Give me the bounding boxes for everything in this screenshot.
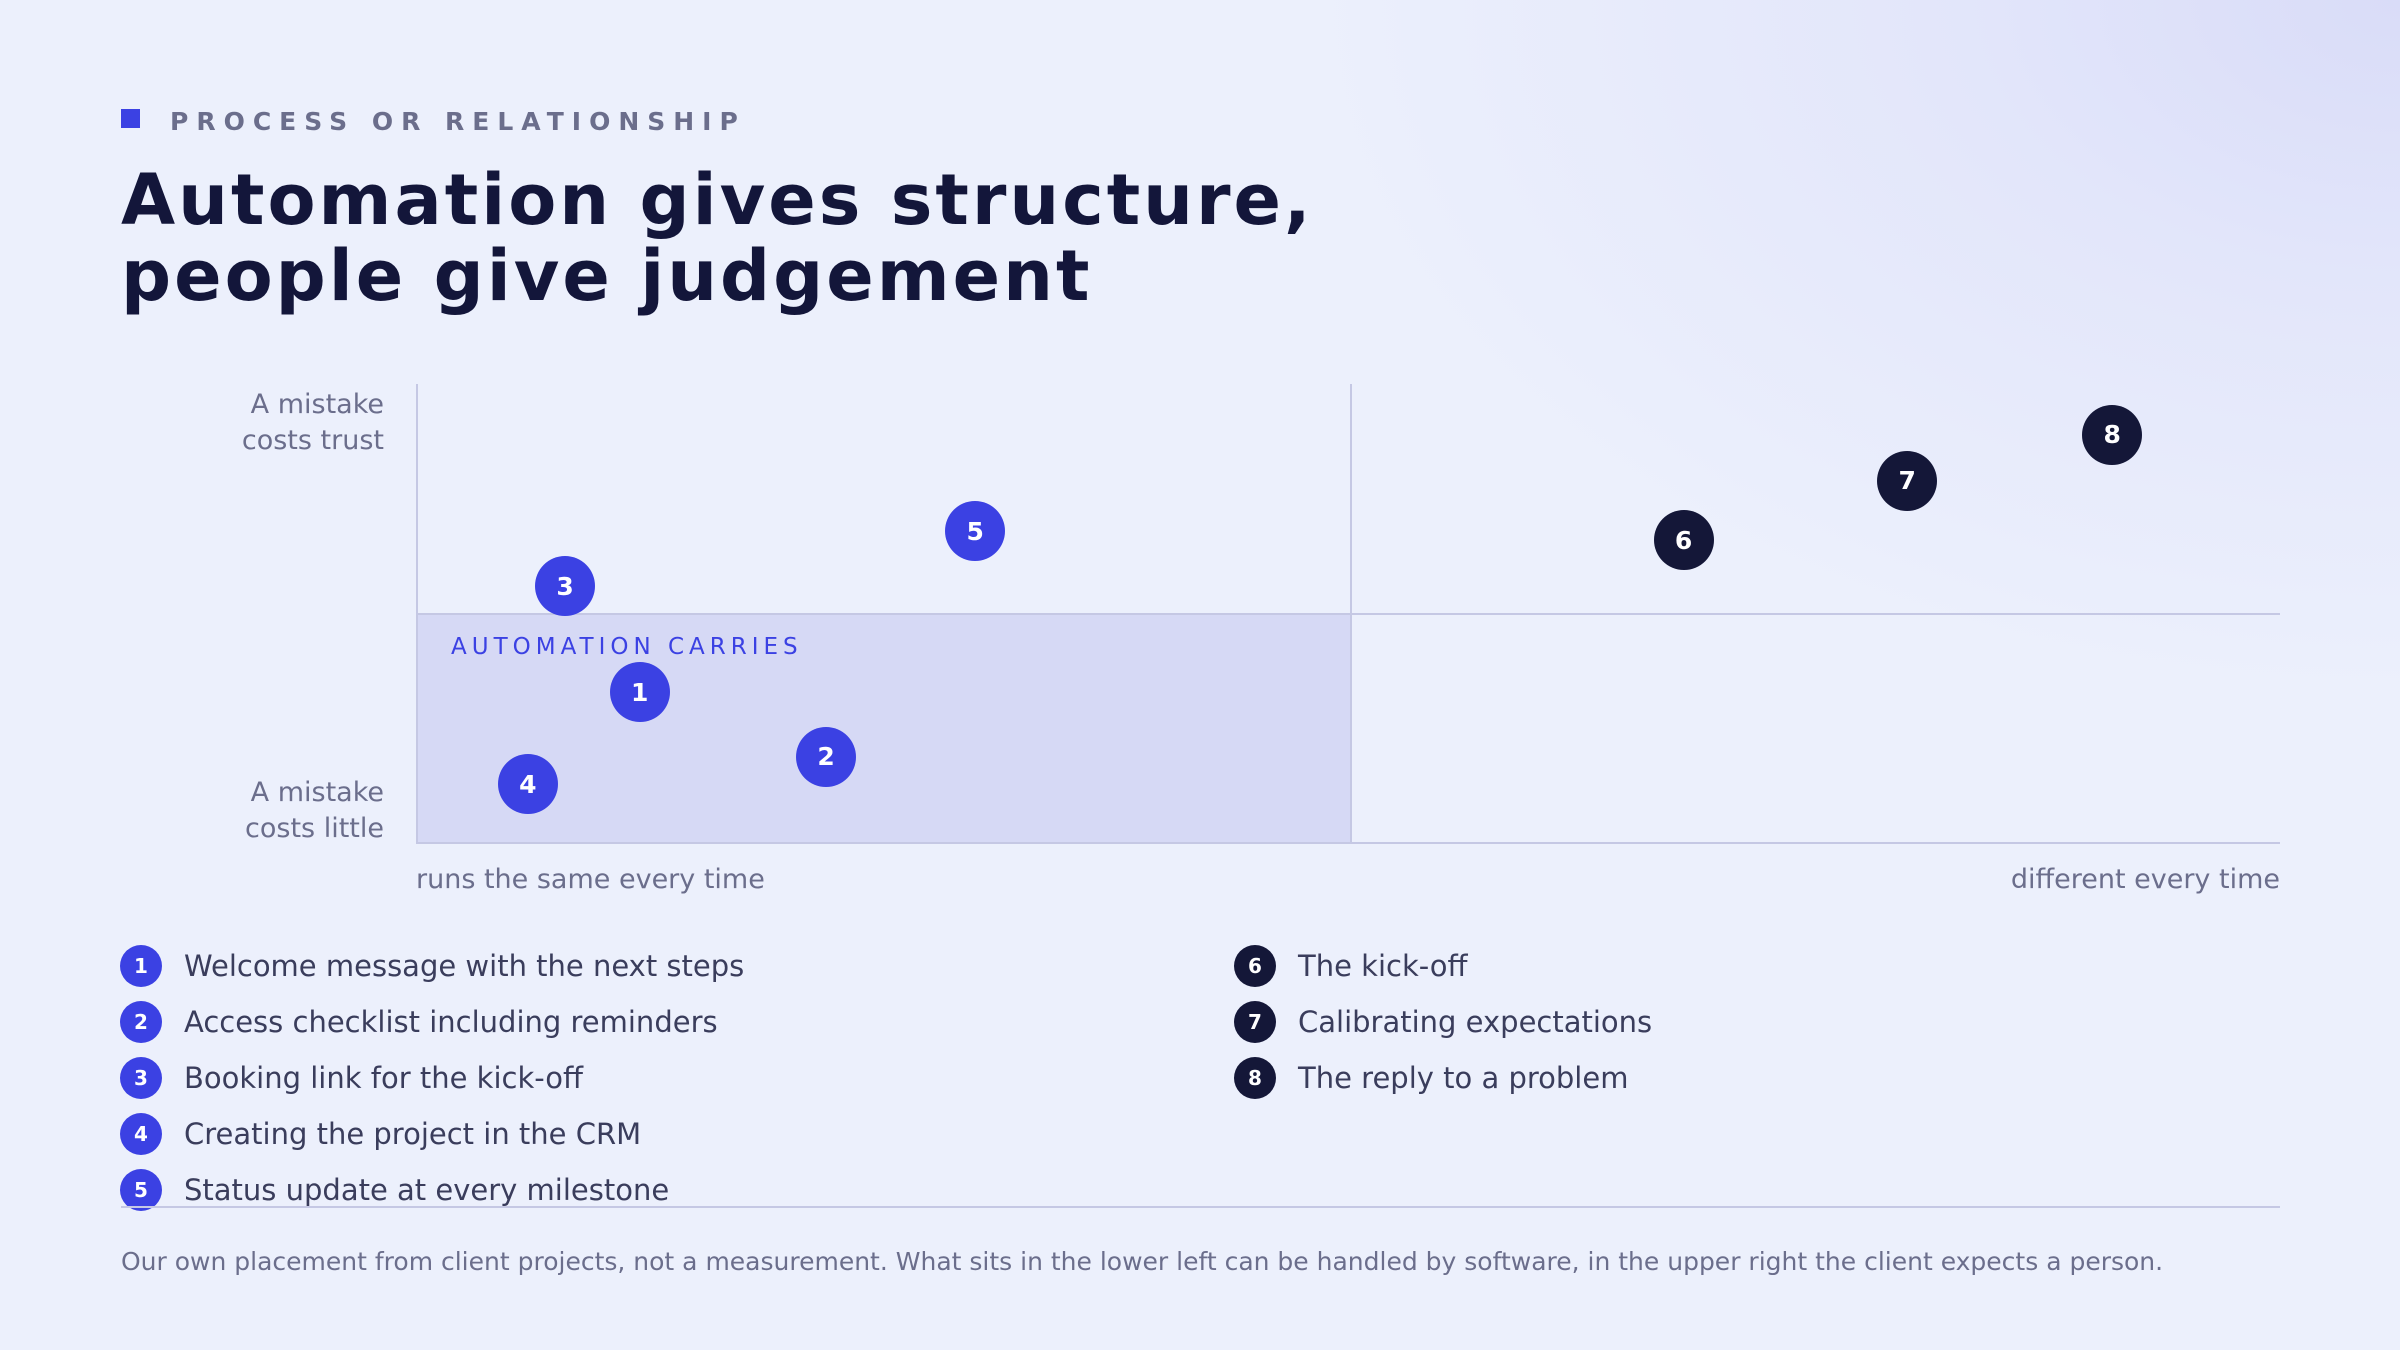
y-axis-bottom-label: A mistake costs little bbox=[164, 775, 384, 847]
legend-item-8: 8 The reply to a problem bbox=[1234, 1050, 1652, 1106]
legend-number-badge: 6 bbox=[1234, 945, 1276, 987]
legend-item-3: 3 Booking link for the kick-off bbox=[120, 1050, 744, 1106]
footer-divider bbox=[121, 1206, 2280, 1208]
legend-item-label: Calibrating expectations bbox=[1298, 1005, 1653, 1039]
legend-number-badge: 8 bbox=[1234, 1057, 1276, 1099]
legend-item-1: 1 Welcome message with the next steps bbox=[120, 938, 744, 994]
legend-item-label: Access checklist including reminders bbox=[184, 1005, 718, 1039]
legend-item-5: 5 Status update at every milestone bbox=[120, 1162, 744, 1218]
y-axis-top-line-1: A mistake bbox=[250, 389, 384, 420]
chart-point-5: 5 bbox=[945, 501, 1006, 562]
legend-item-label: The reply to a problem bbox=[1298, 1061, 1629, 1095]
chart-point-3: 3 bbox=[535, 556, 596, 617]
legend-item-label: Welcome message with the next steps bbox=[184, 949, 745, 983]
title-line-2: people give judgement bbox=[121, 235, 1093, 317]
automation-quadrant bbox=[416, 613, 1351, 844]
x-axis-right-label: different every time bbox=[2010, 864, 2280, 895]
legend-number-badge: 1 bbox=[120, 945, 162, 987]
automation-quadrant-label: AUTOMATION CARRIES bbox=[451, 634, 803, 660]
legend-item-label: The kick-off bbox=[1298, 949, 1468, 983]
horizontal-midline bbox=[416, 613, 2280, 615]
chart-point-1: 1 bbox=[609, 662, 670, 723]
chart-point-8: 8 bbox=[2082, 404, 2143, 465]
vertical-midline bbox=[1350, 384, 1352, 844]
legend-item-label: Booking link for the kick-off bbox=[184, 1061, 583, 1095]
legend-item-label: Status update at every milestone bbox=[184, 1173, 670, 1207]
legend-number-badge: 2 bbox=[120, 1001, 162, 1043]
y-axis-line bbox=[416, 384, 418, 844]
x-axis-left-label: runs the same every time bbox=[416, 864, 765, 895]
chart-point-2: 2 bbox=[796, 726, 857, 787]
legend-number-badge: 4 bbox=[120, 1113, 162, 1155]
eyebrow-square-icon bbox=[121, 109, 140, 128]
legend-number-badge: 7 bbox=[1234, 1001, 1276, 1043]
eyebrow-label: PROCESS OR RELATIONSHIP bbox=[170, 106, 746, 136]
legend-item-6: 6 The kick-off bbox=[1234, 938, 1652, 994]
chart-point-7: 7 bbox=[1877, 450, 1938, 511]
page-title: Automation gives structure, people give … bbox=[121, 162, 1314, 314]
eyebrow: PROCESS OR RELATIONSHIP bbox=[121, 104, 746, 138]
legend-item-7: 7 Calibrating expectations bbox=[1234, 994, 1652, 1050]
y-axis-top-label: A mistake costs trust bbox=[164, 387, 384, 459]
legend-item-4: 4 Creating the project in the CRM bbox=[120, 1106, 744, 1162]
legend-number-badge: 5 bbox=[120, 1169, 162, 1211]
legend-item-2: 2 Access checklist including reminders bbox=[120, 994, 744, 1050]
y-axis-bottom-line-1: A mistake bbox=[250, 777, 384, 808]
legend-people: 6 The kick-off 7 Calibrating expectations 8 T… bbox=[1234, 938, 1652, 1106]
legend-automation: 1 Welcome message with the next steps 2 Acc… bbox=[120, 938, 744, 1218]
legend-number-badge: 3 bbox=[120, 1057, 162, 1099]
title-line-1: Automation gives structure, bbox=[121, 159, 1314, 241]
y-axis-bottom-line-2: costs little bbox=[245, 813, 384, 844]
x-axis-line bbox=[416, 842, 2280, 844]
legend-item-label: Creating the project in the CRM bbox=[184, 1117, 642, 1151]
y-axis-top-line-2: costs trust bbox=[241, 425, 384, 456]
footnote: Our own placement from client projects, … bbox=[121, 1247, 2164, 1276]
chart-point-4: 4 bbox=[497, 754, 558, 815]
quadrant-chart: AUTOMATION CARRIES 1 2 3 4 5 6 7 8 bbox=[416, 384, 2280, 844]
chart-point-6: 6 bbox=[1653, 510, 1714, 571]
